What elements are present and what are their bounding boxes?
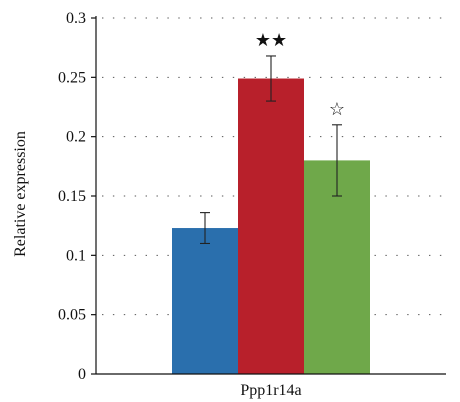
- y-tick-label: 0.25: [58, 69, 86, 86]
- annotations: ★★ ☆: [255, 30, 345, 119]
- significance-marker-2: ★★: [255, 30, 287, 50]
- axes: [91, 16, 446, 375]
- bar-1: [172, 228, 238, 374]
- category-label: Ppp1r14a: [240, 382, 301, 399]
- error-bars: [200, 55, 342, 245]
- y-tick-label: 0.15: [58, 188, 86, 205]
- y-tick-label: 0.1: [66, 247, 86, 264]
- significance-marker-3: ☆: [329, 99, 345, 119]
- y-tick-label: 0.3: [66, 10, 86, 27]
- y-tick-label: 0: [78, 366, 86, 383]
- bars: [172, 78, 370, 375]
- y-axis-title: Relative expression: [12, 131, 29, 257]
- bar-2: [238, 78, 304, 375]
- labels: Relative expression 0 0.05 0.1 0.15 0.2 0.25 0…: [12, 10, 302, 399]
- y-tick-label: 0.05: [58, 307, 86, 324]
- y-tick-label: 0.2: [66, 129, 86, 146]
